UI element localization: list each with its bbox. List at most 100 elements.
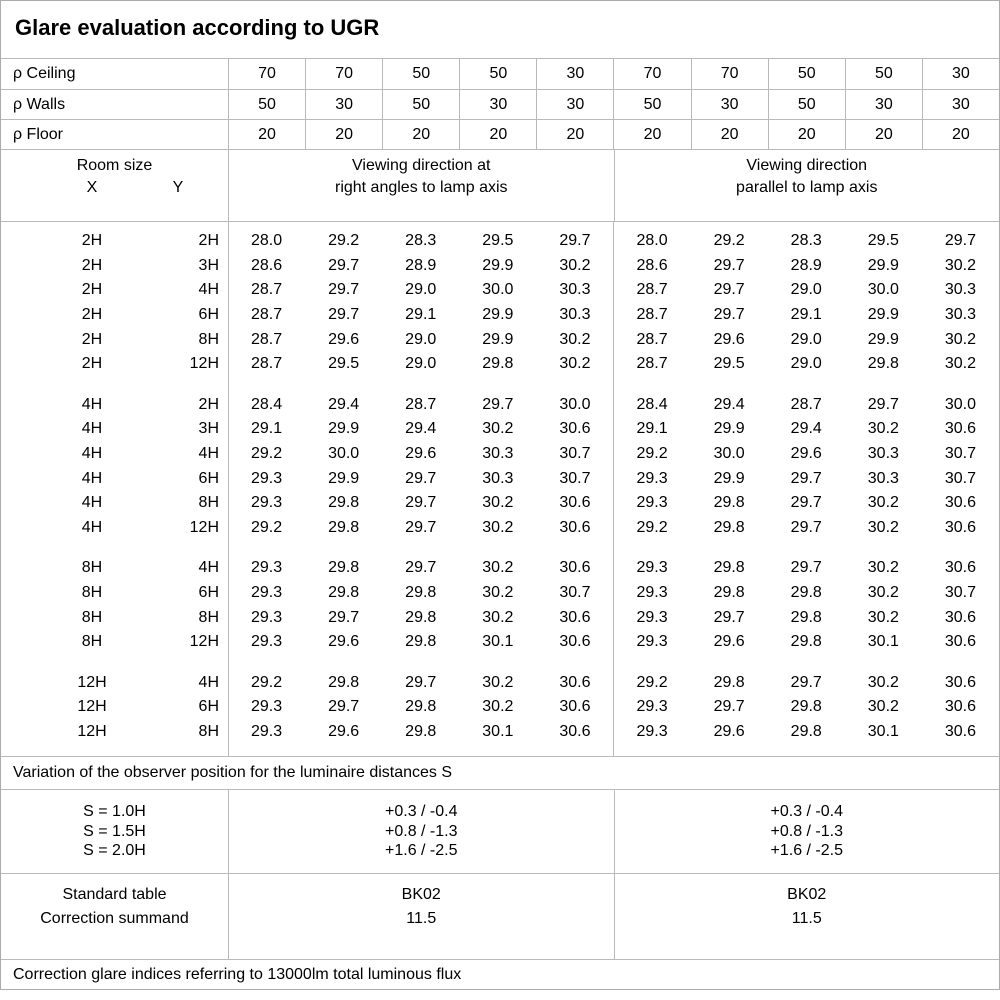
s-value: +1.6 / -2.5 bbox=[770, 842, 844, 859]
standard-table-section: Standard table Correction summand BK02 1… bbox=[1, 873, 999, 959]
ugr-value: 29.9 bbox=[328, 420, 360, 438]
reflectance-value: 20 bbox=[459, 120, 536, 149]
ugr-value: 29.8 bbox=[713, 584, 745, 602]
ugr-value: 29.9 bbox=[867, 306, 899, 324]
ugr-value: 28.7 bbox=[636, 355, 668, 373]
s-value: +0.3 / -0.4 bbox=[770, 803, 844, 820]
ugr-row: 8H 4H 29.3 29.8 29.7 30.2 30.6 29.3 29.8 29.7 30.2… bbox=[1, 556, 999, 581]
ugr-value: 29.9 bbox=[713, 469, 745, 487]
reflectance-value: 50 bbox=[459, 59, 536, 89]
reflectance-value: 20 bbox=[767, 120, 845, 149]
ugr-value: 29.1 bbox=[636, 420, 668, 438]
table-header-row: Room size X Y Viewing direction at right… bbox=[1, 149, 999, 221]
ugr-value: 30.7 bbox=[944, 445, 976, 463]
ugr-value: 29.3 bbox=[636, 584, 668, 602]
ugr-value: 29.7 bbox=[713, 608, 745, 626]
ugr-value: 29.5 bbox=[328, 355, 360, 373]
ugr-value: 30.2 bbox=[482, 608, 514, 626]
ugr-value: 29.3 bbox=[250, 559, 283, 577]
ugr-value: 29.7 bbox=[405, 469, 437, 487]
column-divider-left bbox=[228, 222, 229, 756]
ugr-value: 30.6 bbox=[559, 494, 591, 512]
ugr-value: 29.4 bbox=[790, 420, 822, 438]
room-x-value: 12H bbox=[77, 722, 107, 740]
ugr-value: 30.7 bbox=[559, 445, 591, 463]
ugr-value: 29.3 bbox=[250, 469, 283, 487]
ugr-value: 29.3 bbox=[636, 469, 668, 487]
ugr-value: 29.6 bbox=[328, 633, 360, 651]
ugr-value: 30.6 bbox=[944, 518, 976, 536]
ugr-value: 29.3 bbox=[636, 633, 668, 651]
page-title: Glare evaluation according to UGR bbox=[15, 15, 380, 40]
ugr-value: 30.7 bbox=[944, 469, 976, 487]
ugr-value: 30.6 bbox=[944, 559, 976, 577]
ugr-value: 30.2 bbox=[482, 559, 514, 577]
ugr-value: 29.7 bbox=[405, 673, 437, 691]
ugr-value: 30.3 bbox=[867, 445, 899, 463]
observer-variation-note: Variation of the observer position for t… bbox=[1, 756, 999, 789]
ugr-value: 29.0 bbox=[790, 355, 822, 373]
ugr-row: 8H 12H 29.3 29.6 29.8 30.1 30.6 29.3 29.6 29.8 30.… bbox=[1, 630, 999, 655]
ugr-value: 29.8 bbox=[405, 608, 437, 626]
room-x-value: 4H bbox=[81, 494, 103, 512]
ugr-value: 29.8 bbox=[328, 559, 360, 577]
block-spacer bbox=[1, 540, 999, 556]
ugr-value: 28.4 bbox=[636, 395, 668, 413]
reflectance-value: 20 bbox=[844, 120, 922, 149]
reflectance-label: ρ Ceiling bbox=[13, 65, 76, 82]
ugr-value: 29.8 bbox=[713, 494, 745, 512]
ugr-value: 30.6 bbox=[944, 420, 976, 438]
reflectance-value: 70 bbox=[690, 59, 768, 89]
ugr-value: 30.6 bbox=[944, 673, 976, 691]
ugr-value: 28.7 bbox=[250, 355, 283, 373]
ugr-row: 4H 3H 29.1 29.9 29.4 30.2 30.6 29.1 29.9 29.4 30.2… bbox=[1, 417, 999, 442]
viewing-parallel-line1: Viewing direction bbox=[746, 157, 868, 174]
ugr-value: 29.7 bbox=[405, 494, 437, 512]
ugr-value: 30.2 bbox=[944, 355, 976, 373]
room-y-value: 6H bbox=[198, 306, 219, 324]
room-y-value: 4H bbox=[198, 673, 219, 691]
ugr-value: 29.3 bbox=[636, 722, 668, 740]
reflectance-value: 30 bbox=[305, 90, 382, 119]
reflectance-row: ρ Floor 20 20 20 20 20 20 20 20 20 20 bbox=[1, 119, 999, 149]
ugr-value: 30.3 bbox=[559, 281, 591, 299]
reflectance-value: 50 bbox=[844, 59, 922, 89]
room-y-value: 3H bbox=[198, 420, 219, 438]
ugr-value: 29.8 bbox=[790, 608, 822, 626]
reflectance-value: 30 bbox=[536, 90, 613, 119]
ugr-value: 29.6 bbox=[713, 722, 745, 740]
correction-summand-value: 11.5 bbox=[791, 910, 822, 927]
ugr-row: 4H 6H 29.3 29.9 29.7 30.3 30.7 29.3 29.9 29.7 30.3… bbox=[1, 466, 999, 491]
ugr-value: 28.7 bbox=[636, 330, 668, 348]
reflectance-label: ρ Floor bbox=[13, 125, 63, 143]
ugr-value: 29.4 bbox=[405, 420, 437, 438]
s-value: +0.3 / -0.4 bbox=[385, 803, 458, 820]
ugr-value: 30.6 bbox=[944, 608, 976, 626]
ugr-value: 29.7 bbox=[790, 469, 822, 487]
room-x-value: 4H bbox=[81, 420, 103, 438]
ugr-value: 30.3 bbox=[944, 306, 976, 324]
room-x-value: 2H bbox=[81, 306, 103, 324]
room-x-value: 8H bbox=[81, 559, 103, 577]
s-value: +0.8 / -1.3 bbox=[385, 822, 458, 840]
ugr-value: 29.3 bbox=[636, 608, 668, 626]
ugr-value: 28.7 bbox=[636, 306, 668, 324]
ugr-value: 28.7 bbox=[790, 395, 822, 413]
ugr-value: 29.5 bbox=[867, 232, 899, 250]
ugr-value: 29.7 bbox=[405, 559, 437, 577]
ugr-value: 29.8 bbox=[713, 673, 745, 691]
ugr-value: 28.9 bbox=[790, 256, 822, 274]
ugr-row: 4H 12H 29.2 29.8 29.7 30.2 30.6 29.2 29.8 29.7 30.… bbox=[1, 516, 999, 541]
room-x-value: 2H bbox=[81, 232, 103, 250]
ugr-value: 30.6 bbox=[944, 633, 976, 651]
room-y-value: 12H bbox=[189, 355, 219, 373]
room-y-value: 3H bbox=[198, 256, 219, 274]
reflectance-value: 50 bbox=[767, 90, 845, 119]
ugr-value: 30.6 bbox=[559, 420, 591, 438]
s-value: +1.6 / -2.5 bbox=[385, 842, 458, 859]
reflectance-value: 20 bbox=[382, 120, 459, 149]
ugr-value: 30.3 bbox=[867, 469, 899, 487]
ugr-value: 29.6 bbox=[790, 445, 822, 463]
ugr-value: 30.0 bbox=[867, 281, 899, 299]
viewing-right-angles-header: Viewing direction at right angles to lam… bbox=[228, 150, 614, 221]
